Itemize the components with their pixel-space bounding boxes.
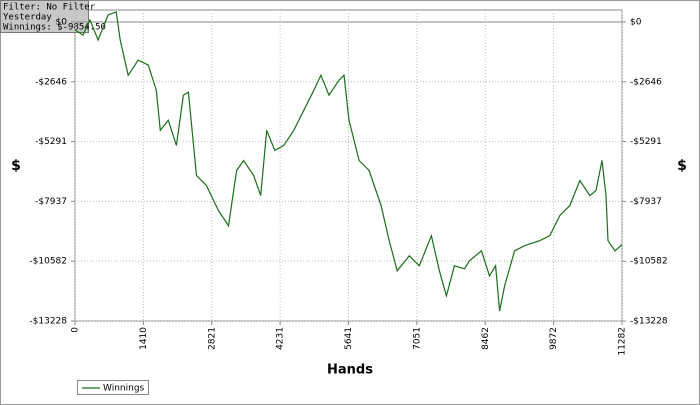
info-box: Filter: No Filter Yesterday Winnings: $-… — [0, 0, 106, 33]
info-line: Filter: No Filter — [3, 3, 96, 13]
line — [74, 11, 623, 312]
x-axis-label: Hands — [327, 363, 373, 378]
y2-tick-label: $0 — [630, 17, 642, 27]
y2-axis-label: $ — [677, 158, 687, 174]
x-tick-label: 7051 — [412, 327, 422, 350]
y2-tick-label: -$2646 — [630, 77, 662, 87]
legend-label: Winnings — [103, 384, 145, 394]
info-line: Winnings: $-9854.50 — [3, 23, 106, 33]
y-tick-label: -$5291 — [35, 137, 67, 147]
x-tick-label: 8462 — [481, 327, 491, 350]
x-tick-label: 5641 — [344, 327, 354, 350]
y-axis-label: $ — [11, 158, 21, 174]
info-background — [0, 0, 89, 33]
legend-box — [77, 380, 149, 395]
y2-tick-label: -$5291 — [630, 137, 662, 147]
y2-tick-label: -$13228 — [630, 317, 668, 327]
x-tick-label: 11282 — [618, 327, 628, 356]
y2-tick-label: -$7937 — [630, 197, 662, 207]
x-tick-label: 4231 — [276, 327, 286, 350]
y-tick-label: -$7937 — [35, 197, 67, 207]
x-tick-label: 1410 — [139, 327, 149, 350]
legend: Winnings — [77, 380, 149, 395]
y-tick-label: -$2646 — [35, 77, 67, 87]
y2-tick-label: -$10582 — [630, 257, 668, 267]
info-line: Yesterday — [3, 13, 52, 23]
x-tick-label: 2821 — [207, 327, 217, 350]
y-tick-label: -$13228 — [29, 317, 67, 327]
x-tick-label: 0 — [71, 327, 81, 333]
y-tick-label: -$10582 — [29, 257, 67, 267]
x-tick-label: 9872 — [549, 327, 559, 350]
y-tick-label: $0 — [56, 17, 68, 27]
